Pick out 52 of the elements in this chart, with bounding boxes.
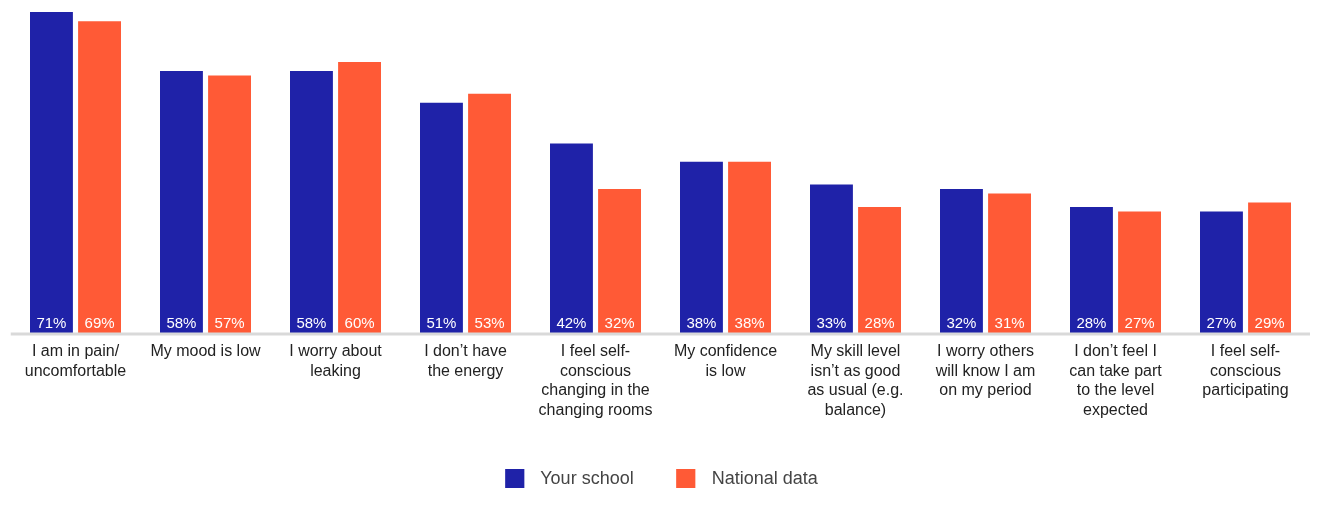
data-label: 29% (1254, 314, 1285, 332)
data-label: 38% (686, 314, 717, 332)
data-label: 28% (864, 314, 895, 332)
bar (78, 21, 121, 335)
bar (810, 184, 853, 335)
x-tick-label: I feel self-conscious changing in the changing rooms (538, 342, 653, 418)
x-tick-label: My mood is low (150, 342, 262, 360)
data-label: 32% (946, 314, 977, 332)
data-label: 57% (214, 314, 245, 332)
bar (1200, 211, 1243, 335)
data-label: 42% (556, 314, 587, 332)
x-tick-label: I worry about leaking (289, 342, 383, 379)
x-tick-label: My confidence is low (673, 342, 778, 379)
data-label: 58% (296, 314, 327, 332)
bar (30, 12, 73, 335)
bar (1118, 211, 1161, 335)
bar (858, 207, 901, 335)
bar (728, 161, 771, 335)
x-tick-label: I don’t have the energy (424, 342, 507, 379)
data-label: 28% (1076, 314, 1107, 332)
bar (940, 188, 983, 335)
data-label: 69% (84, 314, 115, 332)
bar (160, 71, 203, 335)
data-label: 33% (816, 314, 847, 332)
data-label: 51% (426, 314, 457, 332)
x-tick-label: I don’t feel I can take part to the level expected (1069, 342, 1163, 418)
legend-label: National data (711, 467, 818, 489)
bar (988, 193, 1031, 335)
x-tick-label: I am in pain/ uncomfortable (24, 342, 127, 379)
data-label: 27% (1206, 314, 1237, 332)
bar (208, 75, 251, 335)
data-label: 58% (166, 314, 197, 332)
bar (1070, 207, 1113, 335)
x-tick-label: I feel self-conscious participating (1202, 342, 1289, 399)
data-label: 60% (344, 314, 375, 332)
data-label: 53% (474, 314, 505, 332)
legend-label: Your school (540, 467, 634, 489)
bar (290, 71, 333, 335)
data-label: 27% (1124, 314, 1155, 332)
data-label: 38% (734, 314, 765, 332)
data-label: 32% (604, 314, 635, 332)
bar (550, 143, 593, 335)
x-tick-label: My skill level isn’t as good as usual (e.g. balance) (807, 342, 904, 418)
bar (1248, 202, 1291, 335)
bar (598, 188, 641, 335)
bar (338, 61, 381, 335)
data-label: 31% (994, 314, 1025, 332)
data-label: 71% (36, 314, 67, 332)
bar (468, 93, 511, 335)
bar (680, 161, 723, 335)
bar (420, 102, 463, 335)
x-tick-label: I worry others will know I am on my period (934, 342, 1036, 399)
